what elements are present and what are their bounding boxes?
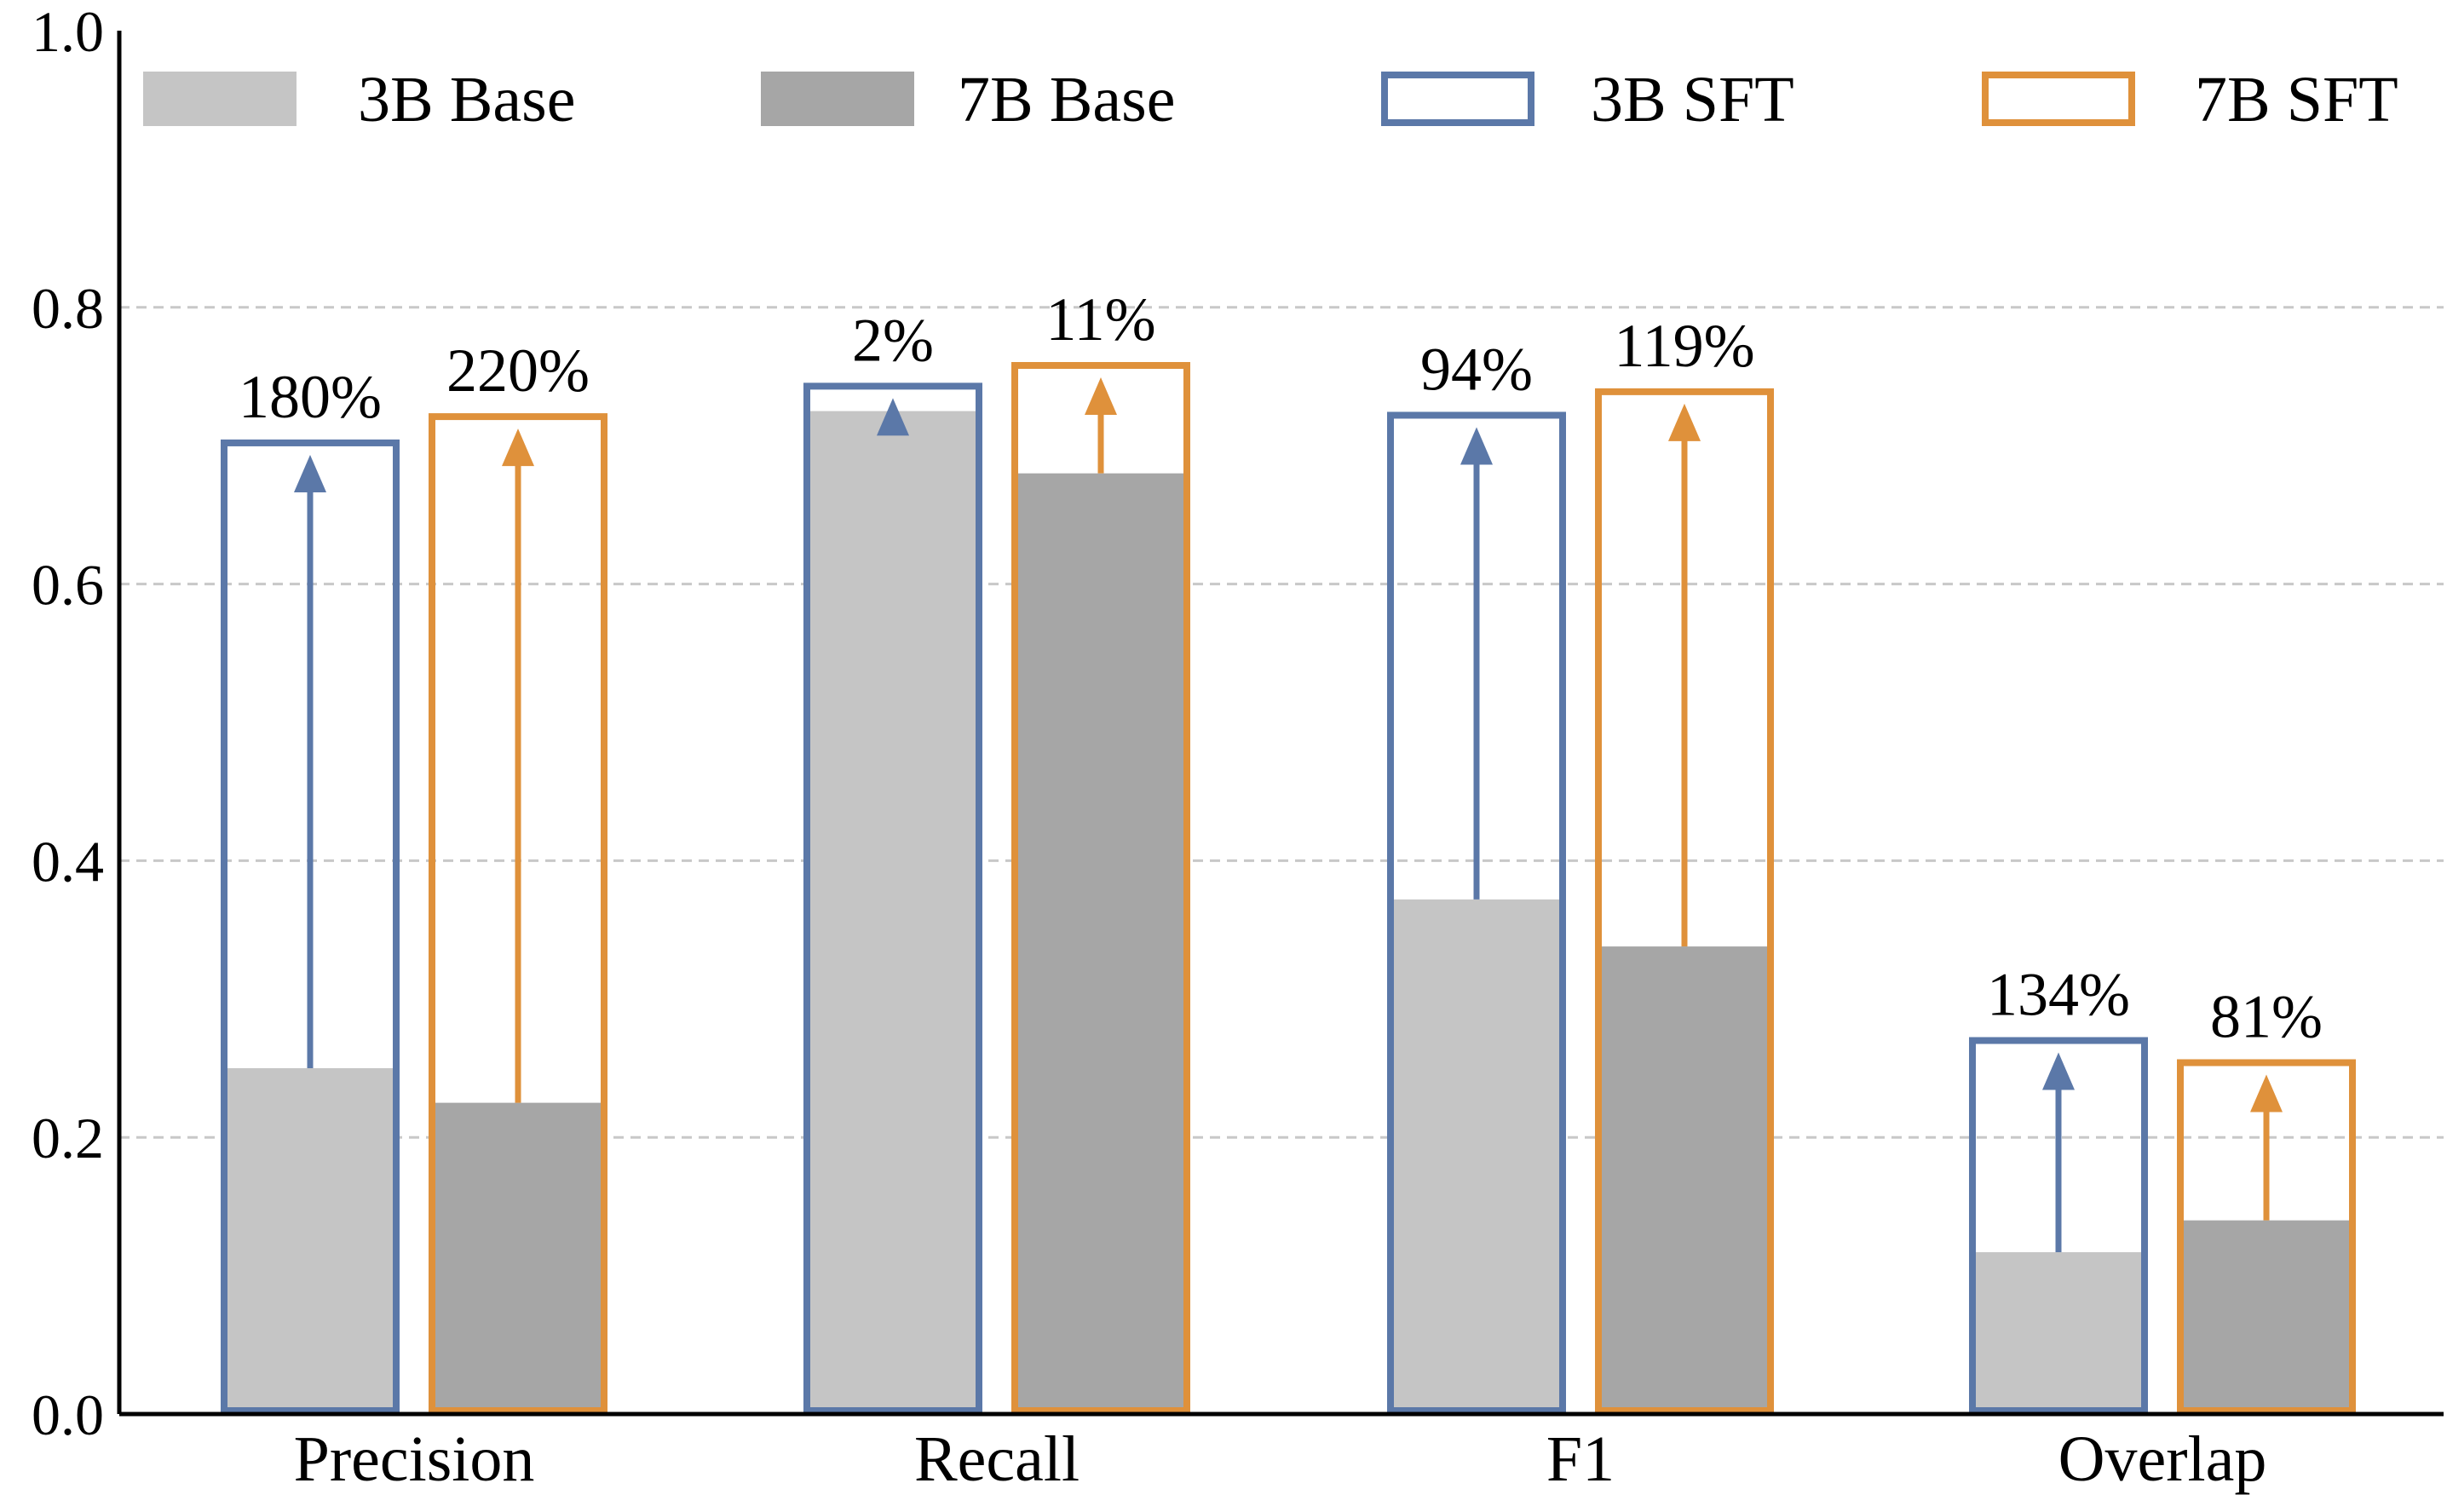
bar-3b-sft bbox=[1969, 1037, 2148, 1415]
legend-label: 3B Base bbox=[358, 64, 575, 135]
bar-3b-sft bbox=[221, 439, 400, 1414]
improvement-arrow-head bbox=[1085, 377, 1117, 416]
x-tick-label: Recall bbox=[914, 1423, 1080, 1495]
bar-7b-base bbox=[2177, 1220, 2356, 1414]
improvement-label-3b: 134% bbox=[1987, 961, 2130, 1029]
bar-7b-base bbox=[429, 1102, 607, 1414]
improvement-arrow-head bbox=[877, 398, 909, 436]
bar-7b-sft bbox=[2177, 1059, 2356, 1415]
bar-7b-base bbox=[1011, 473, 1190, 1415]
improvement-label-7b: 11% bbox=[1045, 285, 1155, 354]
axes: 0.0 0.2 0.4 0.6 0.8 1.0 Precision Recall F1 Overl… bbox=[32, 0, 2444, 1495]
legend: 3B Base 7B Base 3B SFT 7B SFT bbox=[143, 64, 2398, 135]
improvement-arrow-head bbox=[1668, 403, 1701, 441]
y-tick-label: 0.8 bbox=[32, 276, 104, 341]
bar-3b-base bbox=[803, 411, 982, 1415]
legend-label: 3B SFT bbox=[1591, 64, 1794, 135]
legend-swatch bbox=[1982, 72, 2135, 126]
bars: 180% 220% 2% 11% 94% 119% 134% 81% bbox=[221, 285, 2356, 1415]
y-tick-label: 0.4 bbox=[32, 829, 104, 894]
bar-3b-sft bbox=[803, 382, 982, 1414]
legend-label: 7B SFT bbox=[2195, 64, 2398, 135]
legend-swatch bbox=[1381, 72, 1534, 126]
y-tick-label: 0.6 bbox=[32, 553, 104, 618]
improvement-label-7b: 119% bbox=[1614, 312, 1754, 380]
improvement-arrow-head bbox=[502, 428, 534, 467]
bar-7b-base bbox=[1595, 946, 1774, 1414]
legend-swatch bbox=[761, 72, 914, 126]
improvement-label-7b: 220% bbox=[446, 336, 590, 405]
improvement-arrow-head bbox=[2250, 1074, 2283, 1112]
bar-7b-sft bbox=[429, 413, 607, 1415]
y-tick-label: 0.0 bbox=[32, 1383, 104, 1447]
improvement-label-7b: 81% bbox=[2210, 983, 2323, 1051]
improvement-arrow-head bbox=[1460, 427, 1493, 465]
y-tick-label: 1.0 bbox=[32, 0, 104, 64]
improvement-arrow-head bbox=[2042, 1052, 2075, 1090]
x-tick-label: Overlap bbox=[2058, 1423, 2267, 1495]
x-tick-label: Precision bbox=[294, 1423, 535, 1495]
bar-3b-base bbox=[1387, 899, 1566, 1414]
improvement-arrow-head bbox=[294, 454, 326, 492]
legend-label: 7B Base bbox=[958, 64, 1175, 135]
bar-7b-sft bbox=[1011, 362, 1190, 1414]
bar-3b-base bbox=[1969, 1251, 2148, 1414]
gridlines bbox=[119, 306, 2444, 1139]
legend-swatch bbox=[143, 72, 297, 126]
improvement-label-3b: 2% bbox=[852, 306, 934, 374]
bar-7b-sft bbox=[1595, 388, 1774, 1414]
bar-3b-sft bbox=[1387, 411, 1566, 1414]
y-tick-label: 0.2 bbox=[32, 1106, 104, 1170]
bar-3b-base bbox=[221, 1068, 400, 1414]
improvement-label-3b: 94% bbox=[1420, 335, 1533, 403]
improvement-label-3b: 180% bbox=[239, 363, 382, 431]
x-tick-label: F1 bbox=[1546, 1423, 1615, 1495]
